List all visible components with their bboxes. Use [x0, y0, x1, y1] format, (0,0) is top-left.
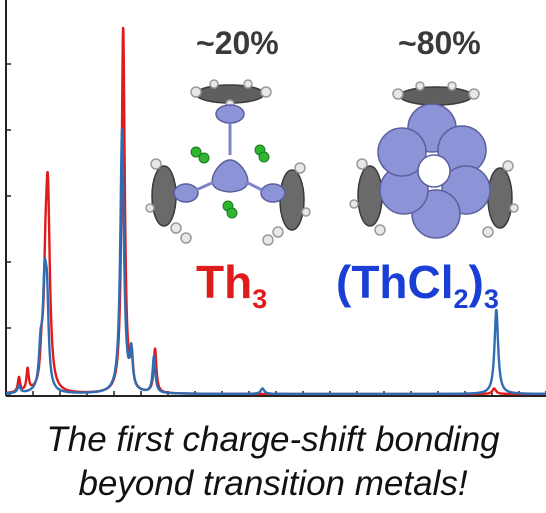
series-line-thcl2-trimer — [5, 127, 546, 396]
thorium-molecule-icon — [173, 104, 286, 203]
phenyl-ring-icon — [482, 160, 519, 238]
caption-line-1: The first charge-shift bonding — [46, 420, 500, 459]
caption-line-2: beyond transition metals! — [78, 464, 468, 503]
thcl2-trimer-label: (ThCl2)3 — [336, 256, 499, 314]
caption: The first charge-shift bonding beyond tr… — [0, 418, 546, 506]
phenyl-ring-icon — [262, 162, 311, 246]
series-layer — [5, 26, 546, 396]
pct-right-label: ~80% — [398, 25, 481, 61]
phenyl-ring-icon — [349, 158, 386, 236]
green-chlorine-icon — [190, 144, 270, 219]
th3-label: Th3 — [196, 256, 267, 314]
axes — [5, 0, 546, 397]
phenyl-ring-icon — [190, 79, 272, 109]
thcl2-trimer-molecule-image — [349, 81, 519, 239]
thorium-molecule-icon — [377, 103, 491, 239]
phenyl-ring-icon — [392, 81, 480, 106]
th3-molecule-image — [145, 79, 311, 246]
pct-left-label: ~20% — [196, 25, 279, 61]
